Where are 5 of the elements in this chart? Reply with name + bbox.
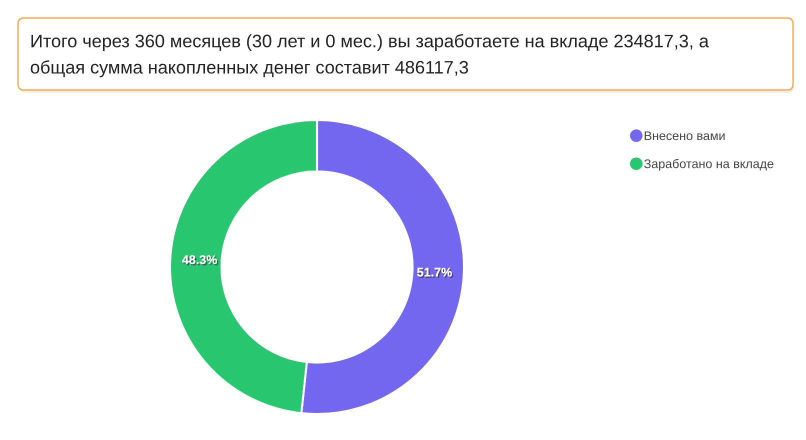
legend-label: Внесено вами: [644, 131, 725, 140]
chart-title: Итого через 360 месяцев (30 лет и 0 мес.) вы заработаете на вкладе 234817,3, а общая сумма накопленных денег составит 486117,3: [30, 34, 709, 78]
data-label: 48.3%: [182, 255, 218, 266]
data-label: 51.7%: [417, 268, 454, 278]
legend-label: Заработано на вкладе: [644, 158, 774, 171]
